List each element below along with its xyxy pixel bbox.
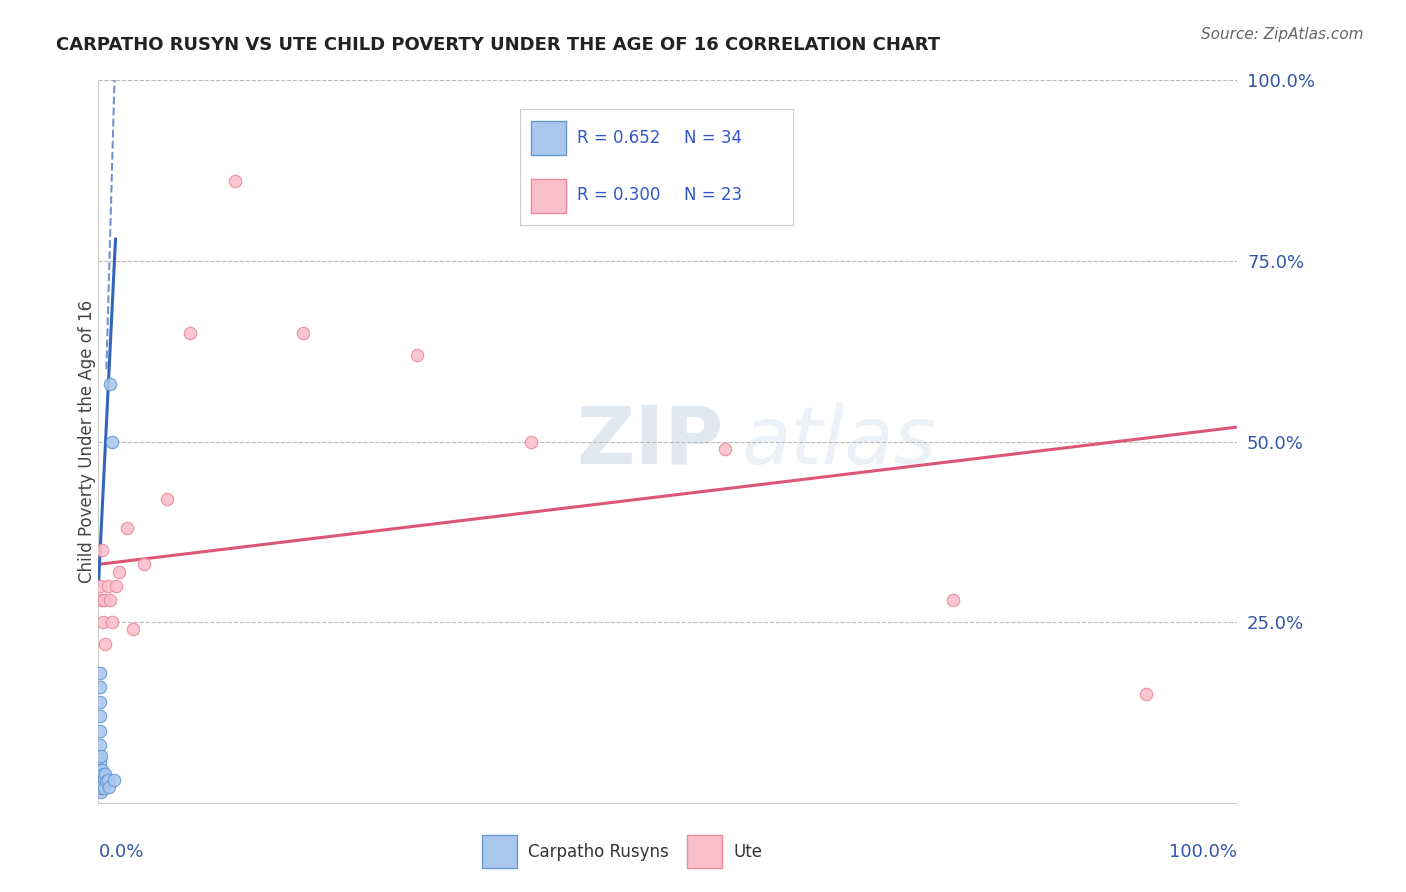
Point: [156, 492, 179, 507]
Point: [89, 680, 111, 694]
Y-axis label: Child Poverty Under the Age of 16: Child Poverty Under the Age of 16: [79, 300, 96, 583]
Point: [90, 781, 112, 796]
Point: [91, 767, 114, 781]
Point: [93, 781, 115, 796]
Text: 100.0%: 100.0%: [1170, 843, 1237, 861]
Point: [93, 771, 115, 785]
Point: [90, 748, 112, 763]
Point: [942, 593, 965, 607]
Point: [101, 434, 124, 449]
Point: [89, 771, 111, 785]
Point: [90, 764, 112, 778]
Point: [101, 615, 124, 630]
Point: [89, 767, 111, 781]
Point: [115, 521, 138, 535]
Point: [89, 781, 111, 796]
Point: [90, 774, 112, 789]
Point: [96, 774, 118, 789]
Point: [89, 695, 111, 709]
Point: [90, 771, 112, 785]
Point: [90, 778, 112, 792]
Point: [104, 579, 127, 593]
Point: [89, 756, 111, 770]
Text: CARPATHO RUSYN VS UTE CHILD POVERTY UNDER THE AGE OF 16 CORRELATION CHART: CARPATHO RUSYN VS UTE CHILD POVERTY UNDE…: [56, 36, 941, 54]
Point: [89, 665, 111, 680]
Point: [91, 778, 114, 792]
Point: [90, 593, 112, 607]
Point: [98, 593, 121, 607]
Point: [121, 623, 143, 637]
Point: [89, 752, 111, 766]
Point: [90, 542, 112, 557]
Point: [1135, 687, 1157, 701]
Text: 0.0%: 0.0%: [98, 843, 143, 861]
Point: [89, 781, 111, 796]
Point: [93, 593, 115, 607]
Point: [89, 764, 111, 778]
Point: [292, 326, 315, 340]
Point: [89, 738, 111, 752]
Point: [98, 376, 121, 391]
Point: [108, 565, 131, 579]
Point: [89, 709, 111, 723]
Point: [94, 767, 117, 781]
Point: [179, 326, 201, 340]
Point: [520, 434, 543, 449]
Point: [714, 442, 737, 456]
Point: [96, 772, 118, 787]
Point: [132, 558, 155, 572]
Point: [224, 174, 246, 188]
Point: [90, 785, 112, 799]
Text: Source: ZipAtlas.com: Source: ZipAtlas.com: [1201, 27, 1364, 42]
Point: [91, 615, 114, 630]
Point: [91, 774, 114, 789]
Text: ZIP: ZIP: [576, 402, 724, 481]
Point: [103, 772, 125, 787]
Point: [89, 723, 111, 738]
Text: atlas: atlas: [742, 402, 936, 481]
Point: [89, 771, 111, 785]
Point: [97, 780, 120, 794]
Point: [89, 579, 111, 593]
Point: [96, 579, 118, 593]
Point: [94, 637, 117, 651]
Point: [89, 778, 111, 792]
Point: [406, 348, 429, 362]
